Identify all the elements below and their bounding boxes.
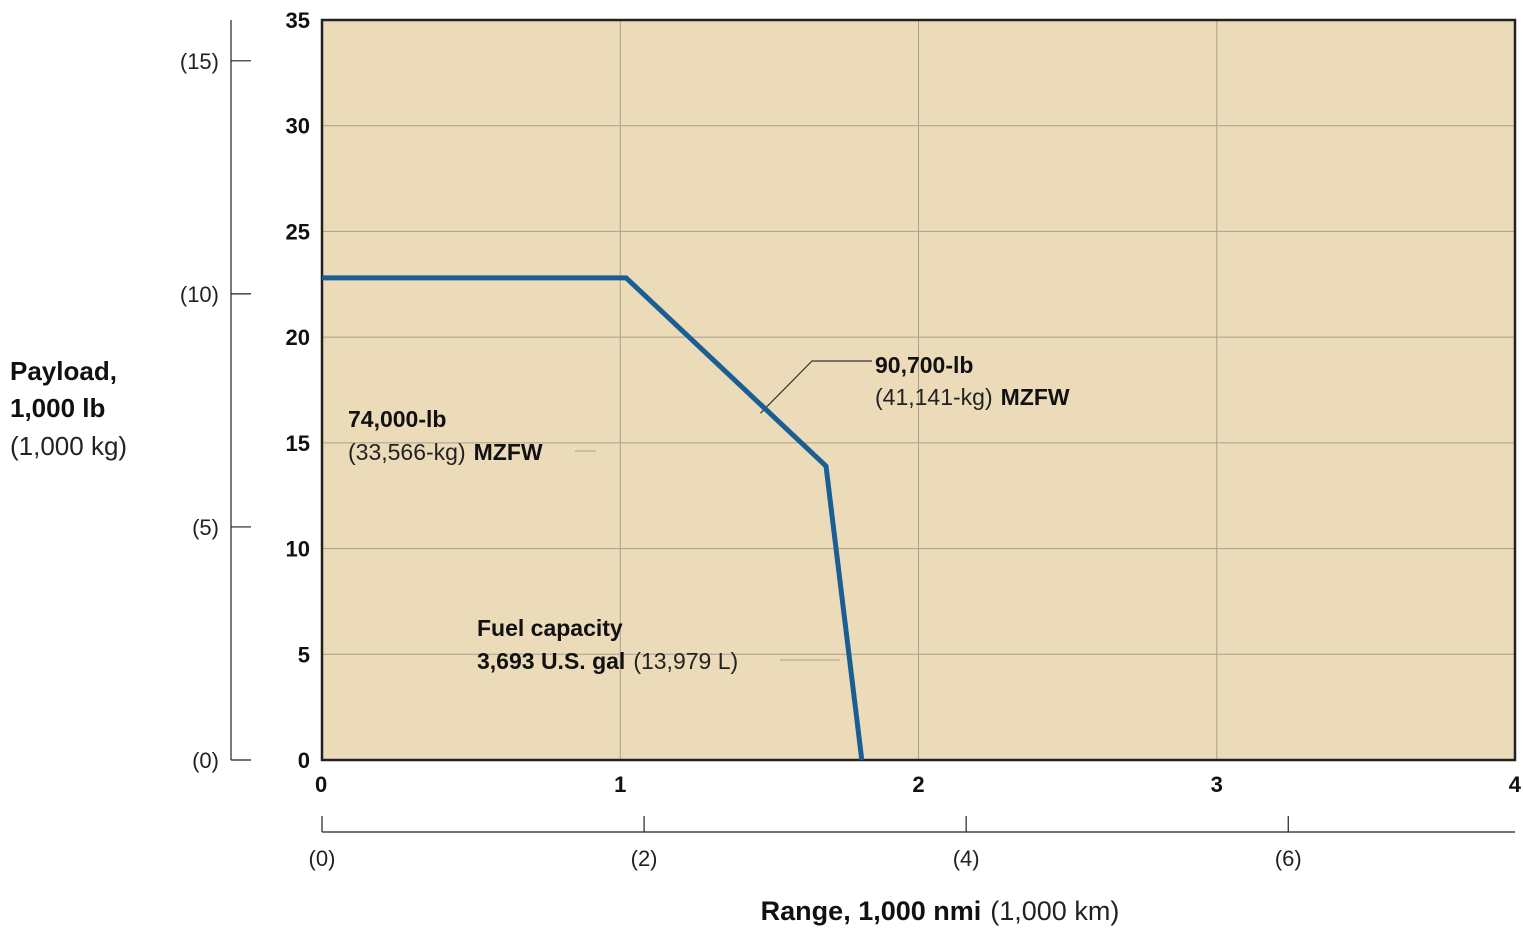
x-tick-label: 2 xyxy=(912,772,924,797)
annotation-fuel-gal: 3,693 U.S. gal xyxy=(477,648,625,674)
y-tick-label: 20 xyxy=(286,325,310,350)
annotation-74000-line1: 74,000-lb xyxy=(348,406,446,432)
annotation-fuel-line2: 3,693 U.S. gal (13,979 L) xyxy=(477,648,738,674)
leader-90700 xyxy=(760,360,872,414)
annotation-74000-line2: (33,566-kg) MZFW xyxy=(348,439,543,465)
secondary-x-tick-label: (4) xyxy=(953,846,980,871)
y-axis-label-line2: 1,000 lb xyxy=(10,393,105,423)
secondary-y-tick-label: (10) xyxy=(180,282,219,307)
y-tick-label: 5 xyxy=(298,642,310,667)
x-tick-label: 1 xyxy=(614,772,626,797)
secondary-y-axis: (0) (5) (10) (15) xyxy=(180,20,251,773)
x-tick-label: 0 xyxy=(315,772,327,797)
y-tick-label: 25 xyxy=(286,219,310,244)
payload-range-line xyxy=(322,275,865,761)
annotation-90700-kg: (41,141-kg) xyxy=(875,384,993,410)
secondary-x-axis: (0) (2) (4) (6) xyxy=(309,816,1515,871)
annotation-90700-mzfw: MZFW xyxy=(1001,384,1070,410)
y-axis-label-line3: (1,000 kg) xyxy=(10,431,127,461)
y-tick-label: 30 xyxy=(286,114,310,139)
x-axis-label: Range, 1,000 nmi (1,000 km) xyxy=(761,896,1120,926)
secondary-y-tick-label: (0) xyxy=(192,748,219,773)
annotation-leaders xyxy=(575,360,872,661)
y-axis-ticks: 0 5 10 15 20 25 30 35 xyxy=(286,8,310,773)
grid-lines xyxy=(322,20,1515,760)
annotation-fuel-line1: Fuel capacity xyxy=(477,615,623,641)
secondary-x-tick-label: (0) xyxy=(309,846,336,871)
annotation-fuel-liters: (13,979 L) xyxy=(633,648,738,674)
secondary-y-tick-label: (5) xyxy=(192,515,219,540)
y-tick-label: 0 xyxy=(298,748,310,773)
y-axis-label-line1: Payload, xyxy=(10,356,117,386)
secondary-x-tick-label: (2) xyxy=(631,846,658,871)
annotation-90700-line2: (41,141-kg) MZFW xyxy=(875,384,1070,410)
secondary-x-tick-label: (6) xyxy=(1275,846,1302,871)
plot-frame xyxy=(320,18,1517,762)
annotation-74000-kg: (33,566-kg) xyxy=(348,439,466,465)
x-tick-label: 4 xyxy=(1509,772,1522,797)
y-tick-label: 15 xyxy=(286,431,310,456)
y-tick-label: 35 xyxy=(286,8,310,33)
y-tick-label: 10 xyxy=(286,537,310,562)
annotation-90700-line1: 90,700-lb xyxy=(875,352,973,378)
x-axis-ticks: 0 1 2 3 4 xyxy=(315,772,1522,797)
x-tick-label: 3 xyxy=(1211,772,1223,797)
x-axis-label-unit: (1,000 km) xyxy=(990,896,1119,926)
annotation-74000-mzfw: MZFW xyxy=(474,439,543,465)
secondary-y-tick-label: (15) xyxy=(180,49,219,74)
x-axis-label-bold: Range, 1,000 nmi xyxy=(761,896,982,926)
